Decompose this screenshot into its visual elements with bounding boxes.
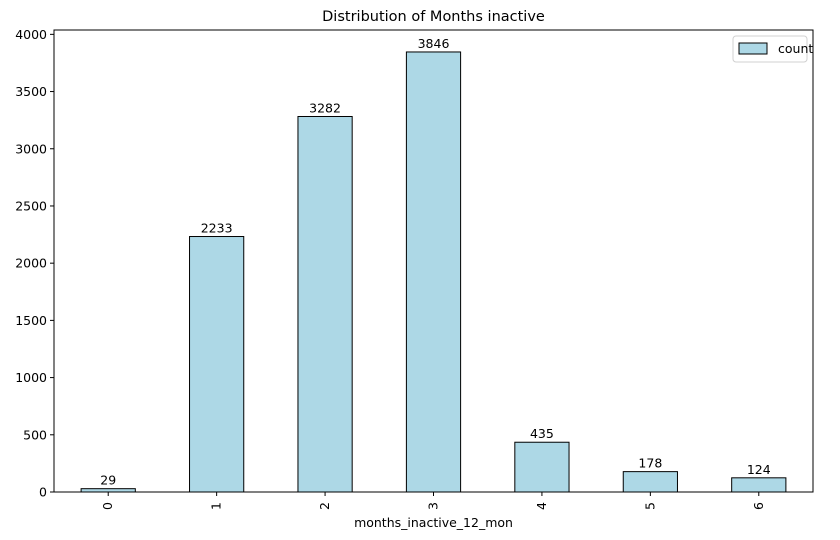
data-label-3: 3846 [418,36,450,51]
data-labels-group: 29 2233 3282 3846 435 178 124 [100,36,771,488]
bar-6 [731,477,787,493]
data-label-4: 435 [530,426,554,441]
data-label-6: 124 [747,462,771,477]
x-tick-label: 2 [317,502,332,510]
y-tick-label: 2500 [15,198,47,213]
plot-frame [53,29,814,493]
bar-1 [189,236,245,493]
y-tick-label: 1500 [15,313,47,328]
x-tick-label: 4 [534,502,549,510]
bar-3 [405,51,462,493]
y-tick-label: 0 [39,485,47,500]
y-tick-label: 1000 [15,370,47,385]
data-label-1: 2233 [201,221,233,236]
x-axis-label: months_inactive_12_mon [354,515,513,530]
y-tick-label: 500 [23,427,47,442]
x-tick-label: 0 [100,502,115,510]
y-tick-label: 3000 [15,141,47,156]
bar-2 [297,115,353,493]
x-tick-label: 6 [751,502,766,510]
legend: count [732,35,813,63]
chart-title: Distribution of Months inactive [322,9,545,25]
x-tick-label: 3 [426,502,441,510]
y-tick-label: 3500 [15,84,47,99]
data-label-0: 29 [100,473,116,488]
x-tick-label: 1 [209,502,224,510]
legend-swatch-count [738,42,768,55]
data-label-5: 178 [638,456,662,471]
bar-4 [514,441,570,493]
bar-5 [622,471,678,493]
x-tick-label: 5 [642,502,657,510]
x-axis: 0 1 2 3 4 5 6 [100,492,766,510]
y-tick-label: 4000 [15,27,47,42]
data-label-2: 3282 [309,100,341,115]
legend-label-count: count [778,41,813,56]
y-axis: 0 500 1000 1500 2000 2500 3000 3500 4000 [15,27,54,500]
y-tick-label: 2000 [15,256,47,271]
bars-group [80,51,787,493]
